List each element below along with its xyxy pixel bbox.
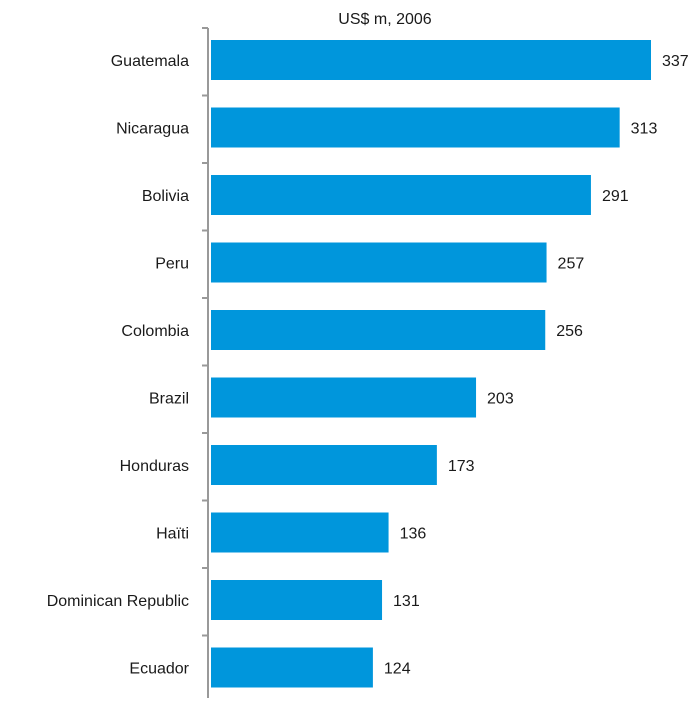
category-label: Peru [155, 256, 189, 273]
category-label: Nicaragua [116, 121, 189, 138]
bar-ha-ti [211, 512, 389, 553]
category-label: Haïti [156, 526, 189, 543]
category-label: Ecuador [129, 661, 189, 678]
bar-honduras [211, 445, 437, 485]
value-label: 131 [393, 593, 420, 610]
category-label: Honduras [120, 458, 189, 475]
bar-ecuador [211, 647, 373, 688]
value-label: 256 [556, 323, 583, 340]
value-label: 136 [400, 526, 427, 543]
category-label: Bolivia [142, 188, 189, 205]
value-label: 257 [558, 256, 585, 273]
value-label: 291 [602, 188, 629, 205]
chart-title: US$ m, 2006 [338, 11, 431, 28]
bar-nicaragua [211, 107, 620, 148]
category-axis: Guatemala Nicaragua Bolivia Peru Colombia Bra… [47, 27, 209, 698]
value-label: 124 [384, 661, 411, 678]
category-label: Brazil [149, 391, 189, 408]
value-label: 203 [487, 391, 514, 408]
value-label: 173 [448, 458, 475, 475]
bar-peru [211, 242, 547, 283]
value-label: 313 [631, 121, 658, 138]
bar-bolivia [211, 175, 591, 215]
category-label: Guatemala [111, 53, 189, 70]
bars-group: 337 313 291 257 256 203 173 136 131 124 [211, 40, 689, 688]
value-label: 337 [662, 53, 689, 70]
bar-guatemala [211, 40, 651, 80]
category-label: Dominican Republic [47, 593, 189, 610]
category-label: Colombia [121, 323, 189, 340]
bar-dominican-republic [211, 580, 383, 620]
bar-brazil [211, 377, 477, 418]
bar-colombia [211, 310, 546, 350]
